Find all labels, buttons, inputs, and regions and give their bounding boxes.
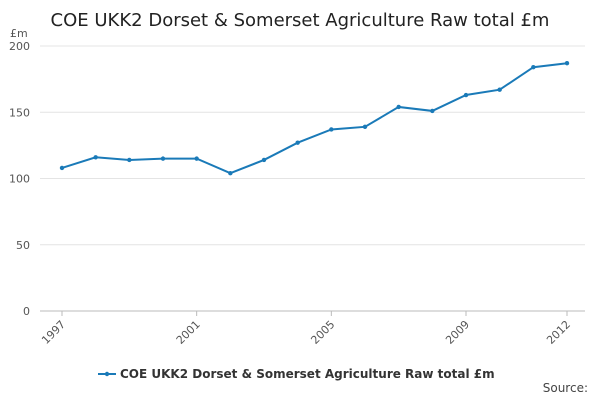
point — [228, 171, 233, 176]
point — [329, 127, 334, 132]
line — [61, 62, 568, 175]
point — [261, 157, 267, 163]
y-tick-label: 100 — [9, 173, 30, 186]
source: Source: — [543, 381, 588, 395]
x-tick-label: 2005 — [308, 318, 337, 347]
legend-label: COE UKK2 Dorset & Somerset Agriculture R… — [120, 367, 495, 381]
chart-title: COE UKK2 Dorset & Somerset Agriculture R… — [51, 10, 550, 31]
y-tick-label: 150 — [9, 106, 30, 119]
point — [362, 124, 368, 130]
x-tick-label: 1997 — [39, 318, 68, 347]
point — [430, 108, 435, 114]
point — [463, 92, 469, 98]
point — [564, 61, 570, 66]
legend-marker — [104, 371, 110, 377]
y-tick-label: 200 — [9, 40, 30, 53]
point — [160, 156, 166, 161]
x-tick-label: 2001 — [174, 318, 203, 347]
x-tick-label: 2009 — [443, 318, 472, 347]
y-unit: £m — [10, 27, 28, 40]
point — [295, 140, 300, 145]
y-tick-label: 50 — [16, 239, 30, 252]
y-tick-label: 0 — [23, 305, 30, 318]
point — [396, 104, 401, 110]
point — [531, 65, 536, 70]
point — [127, 157, 132, 163]
point — [59, 165, 65, 171]
x-tick-label: 2012 — [544, 318, 573, 347]
point — [194, 156, 199, 161]
point — [497, 87, 502, 92]
point — [93, 155, 98, 160]
